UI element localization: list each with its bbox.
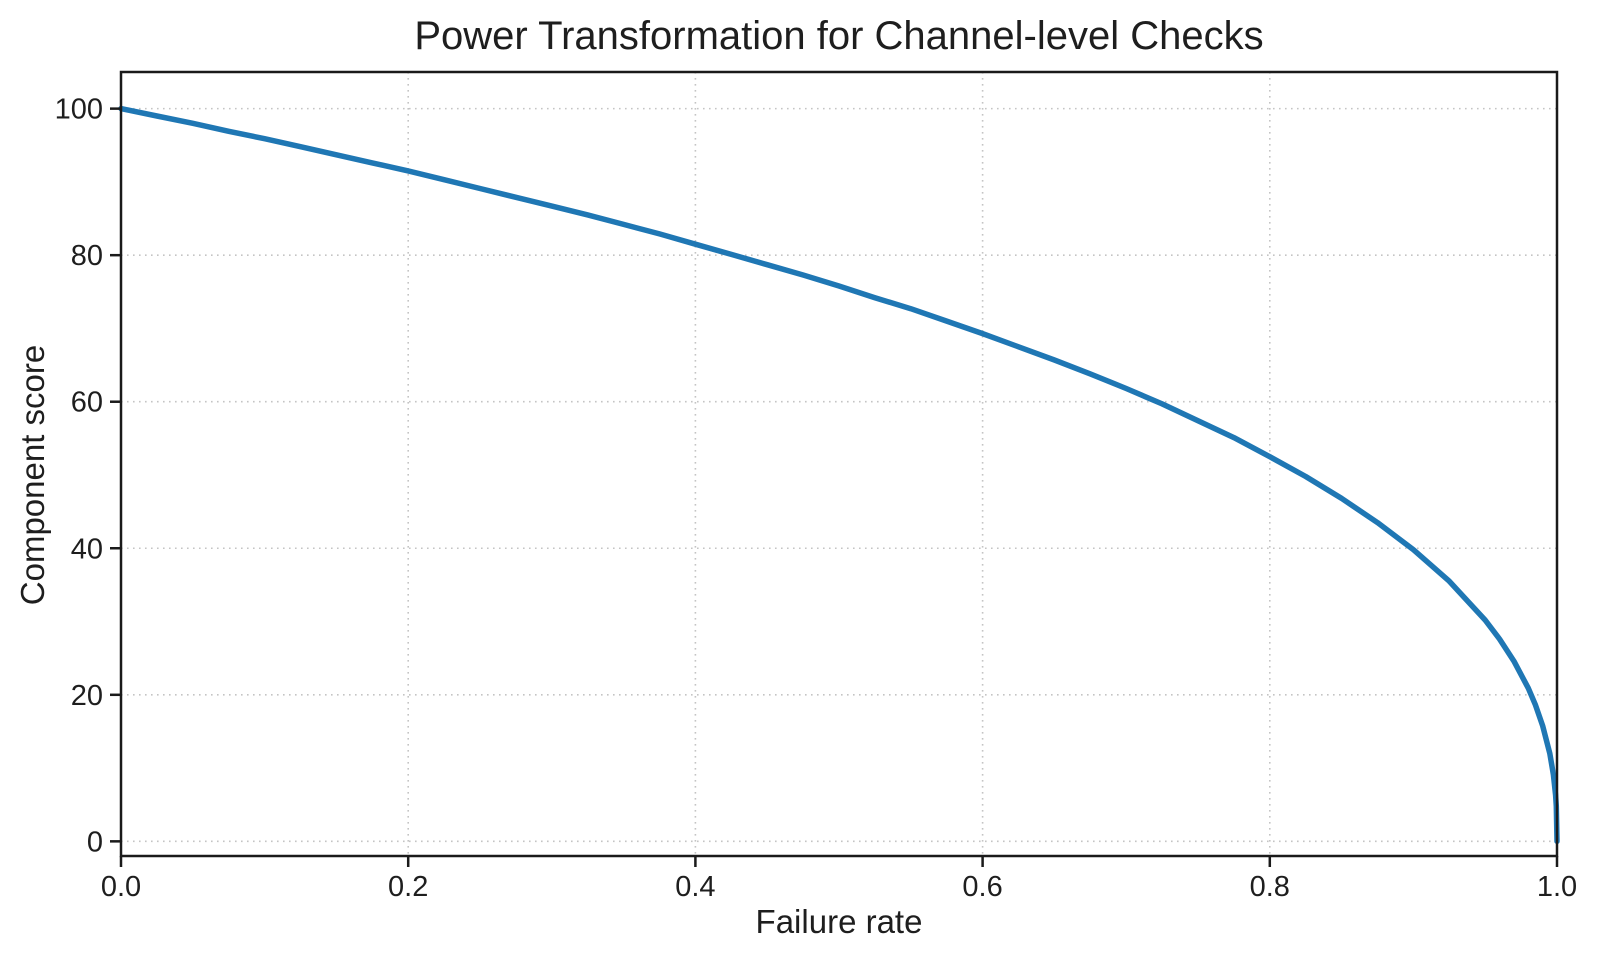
y-tick-label: 100 (55, 94, 103, 126)
chart-title: Power Transformation for Channel-level C… (414, 14, 1263, 58)
y-tick-labels: 0 20 40 60 80 100 (55, 94, 103, 859)
y-tick-label: 40 (71, 533, 103, 565)
y-tick-label: 80 (71, 240, 103, 272)
series-line-component-score (118, 105, 1560, 845)
grid-layer (120, 72, 1558, 856)
x-axis-label: Failure rate (756, 903, 923, 940)
x-tick-label: 0.6 (962, 871, 1002, 903)
x-tick-label: 0.4 (675, 871, 715, 903)
x-tick-label: 0.2 (388, 871, 428, 903)
y-axis-label: Component score (14, 345, 51, 605)
y-tick-label: 20 (71, 680, 103, 712)
x-tick-label: 1.0 (1537, 871, 1577, 903)
tick-marks-layer (110, 107, 1559, 867)
y-tick-label: 0 (87, 826, 103, 858)
plot-border (119, 70, 1559, 858)
x-tick-label: 0.0 (101, 871, 141, 903)
x-tick-label: 0.8 (1250, 871, 1290, 903)
y-tick-label: 60 (71, 387, 103, 419)
x-tick-labels: 0.0 0.2 0.4 0.6 0.8 1.0 (101, 871, 1577, 903)
